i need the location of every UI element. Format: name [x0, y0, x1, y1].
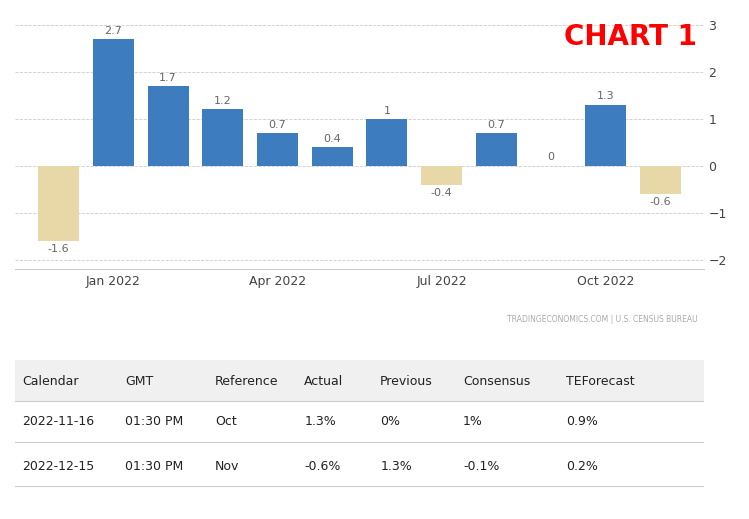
Text: 1.2: 1.2: [214, 96, 231, 106]
Text: 0.2%: 0.2%: [566, 460, 598, 473]
Text: Actual: Actual: [304, 375, 344, 388]
Text: 2022-12-15: 2022-12-15: [22, 460, 94, 473]
Bar: [476, 133, 517, 166]
Bar: [93, 39, 134, 166]
Text: 0.9%: 0.9%: [566, 415, 598, 428]
Bar: [640, 166, 681, 194]
Text: Nov: Nov: [215, 460, 239, 473]
Text: Previous: Previous: [380, 375, 433, 388]
Text: Consensus: Consensus: [463, 375, 530, 388]
Bar: [312, 147, 353, 166]
Text: -0.1%: -0.1%: [463, 460, 500, 473]
Bar: [366, 119, 407, 166]
Text: 1%: 1%: [463, 415, 483, 428]
Text: 1.3%: 1.3%: [380, 460, 412, 473]
Text: 2.7: 2.7: [104, 26, 122, 36]
Text: 01:30 PM: 01:30 PM: [125, 415, 184, 428]
Text: CHART 1: CHART 1: [564, 23, 697, 51]
Text: TEForecast: TEForecast: [566, 375, 635, 388]
Text: 0.7: 0.7: [488, 119, 505, 130]
Text: 1.3: 1.3: [597, 91, 614, 101]
Text: Oct: Oct: [215, 415, 237, 428]
Text: 0.4: 0.4: [324, 134, 341, 144]
Text: Reference: Reference: [215, 375, 279, 388]
Text: Calendar: Calendar: [22, 375, 79, 388]
Text: 2022-11-16: 2022-11-16: [22, 415, 94, 428]
Bar: [148, 86, 189, 166]
FancyBboxPatch shape: [15, 360, 704, 401]
Text: 0%: 0%: [380, 415, 400, 428]
Text: GMT: GMT: [125, 375, 154, 388]
Text: 0.7: 0.7: [269, 119, 286, 130]
Text: 1: 1: [383, 105, 390, 116]
Text: 1.3%: 1.3%: [304, 415, 336, 428]
Bar: [585, 105, 626, 166]
Text: 1.7: 1.7: [160, 73, 177, 83]
Text: TRADINGECONOMICS.COM | U.S. CENSUS BUREAU: TRADINGECONOMICS.COM | U.S. CENSUS BUREA…: [506, 315, 697, 324]
Bar: [38, 166, 79, 241]
Bar: [421, 166, 462, 185]
Text: 01:30 PM: 01:30 PM: [125, 460, 184, 473]
Text: -0.4: -0.4: [431, 188, 452, 198]
Bar: [257, 133, 298, 166]
Text: -0.6%: -0.6%: [304, 460, 341, 473]
Text: -1.6: -1.6: [48, 244, 70, 254]
Text: 0: 0: [548, 153, 554, 162]
Text: -0.6: -0.6: [649, 197, 671, 207]
Bar: [202, 110, 243, 166]
